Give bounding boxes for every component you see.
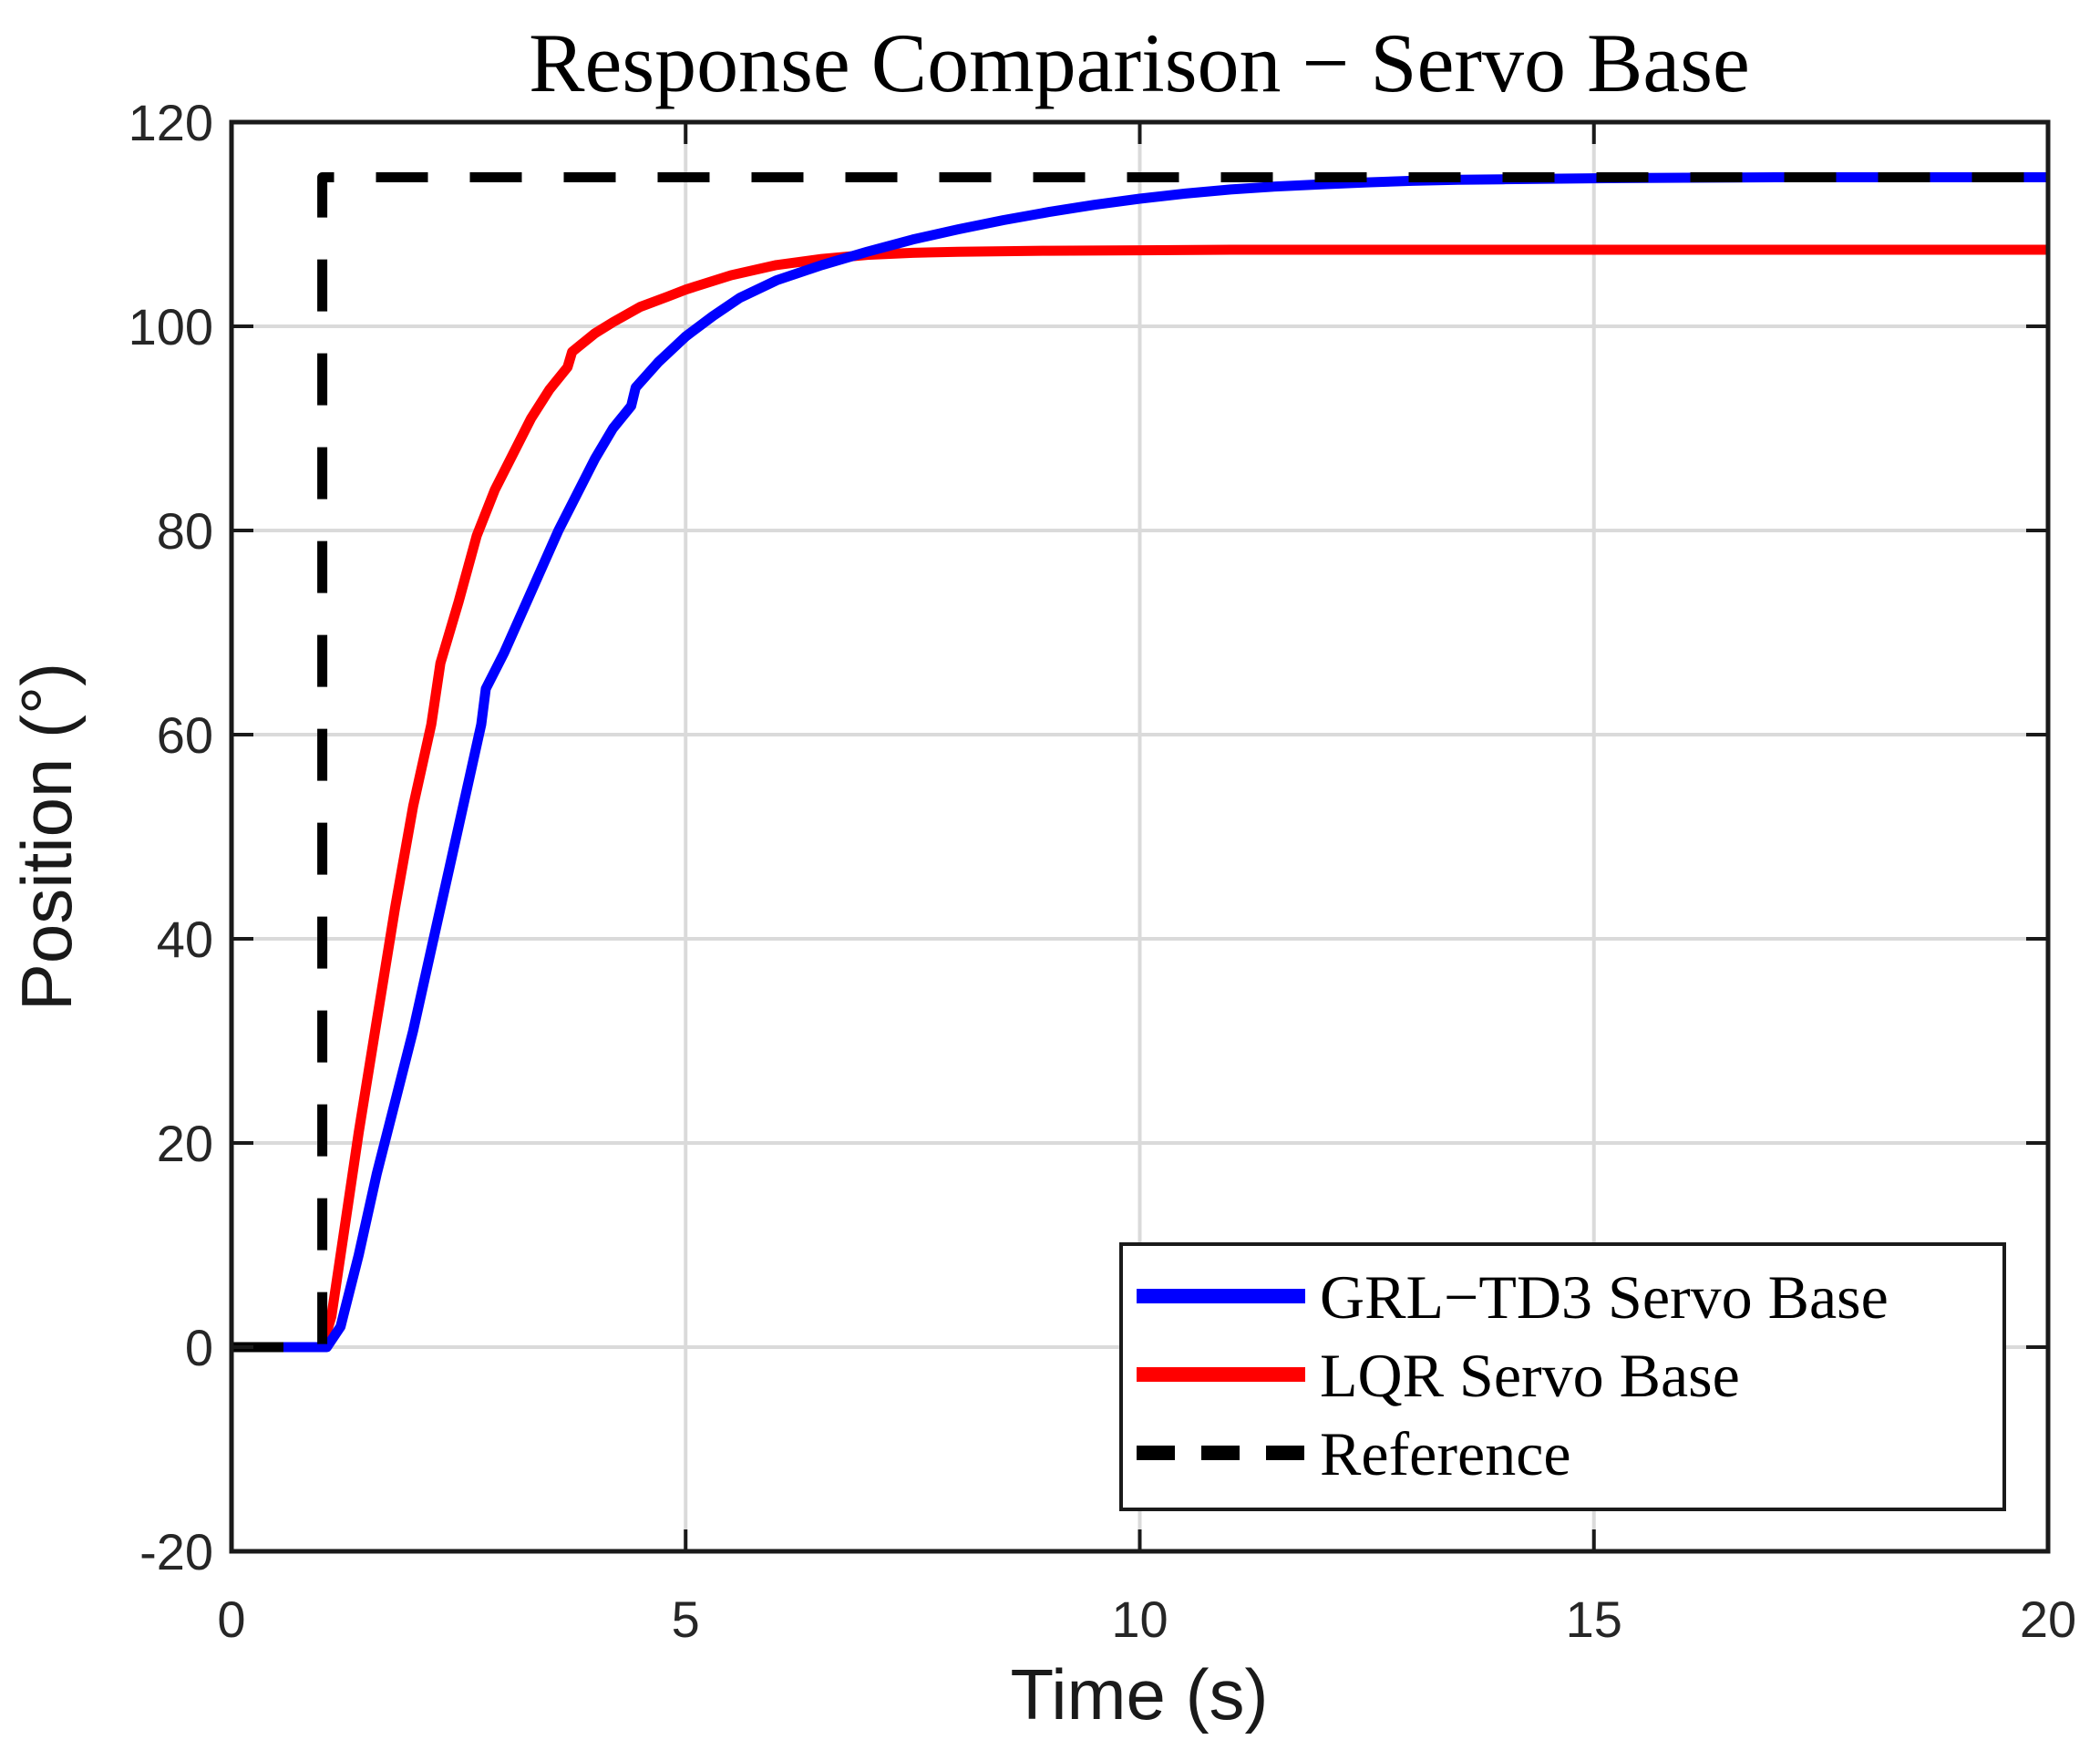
tick-marks-layer: [230, 120, 2050, 1553]
x-tick-label: 15: [1566, 1590, 1622, 1648]
series-layer: [232, 172, 2048, 1353]
grid-layer: [232, 122, 2048, 1551]
y-tick-label: 40: [157, 911, 213, 968]
legend-item-grl-td3-servo-base: GRL−TD3 Servo Base: [1137, 1262, 1889, 1332]
legend-item-lqr-servo-base: LQR Servo Base: [1137, 1341, 1740, 1410]
x-tick-label: 5: [672, 1590, 700, 1648]
y-axis-label: Position (°): [6, 663, 87, 1011]
y-tick-label: 120: [129, 94, 213, 151]
series-line-lqr-servo-base: [232, 244, 2048, 1353]
series-line-reference: [232, 172, 2048, 1353]
x-axis-label: Time (s): [1010, 1654, 1268, 1735]
x-tick-label: 10: [1111, 1590, 1168, 1648]
chart-title: Response Comparison − Servo Base: [529, 16, 1750, 109]
legend-label: Reference: [1320, 1419, 1571, 1488]
y-tick-label: -20: [139, 1523, 213, 1580]
x-tick-label: 0: [217, 1590, 245, 1648]
legend-item-reference: Reference: [1137, 1419, 1571, 1488]
x-tick-label: 20: [2020, 1590, 2076, 1648]
y-tick-label: 80: [157, 502, 213, 560]
y-tick-label: 0: [185, 1319, 213, 1376]
legend-label: GRL−TD3 Servo Base: [1320, 1262, 1889, 1332]
legend: GRL−TD3 Servo Base LQR Servo Base Referenc…: [1119, 1242, 2006, 1511]
y-tick-label: 60: [157, 706, 213, 764]
y-tick-label: 20: [157, 1115, 213, 1172]
legend-label: LQR Servo Base: [1320, 1341, 1740, 1410]
y-tick-label: 100: [129, 298, 213, 355]
